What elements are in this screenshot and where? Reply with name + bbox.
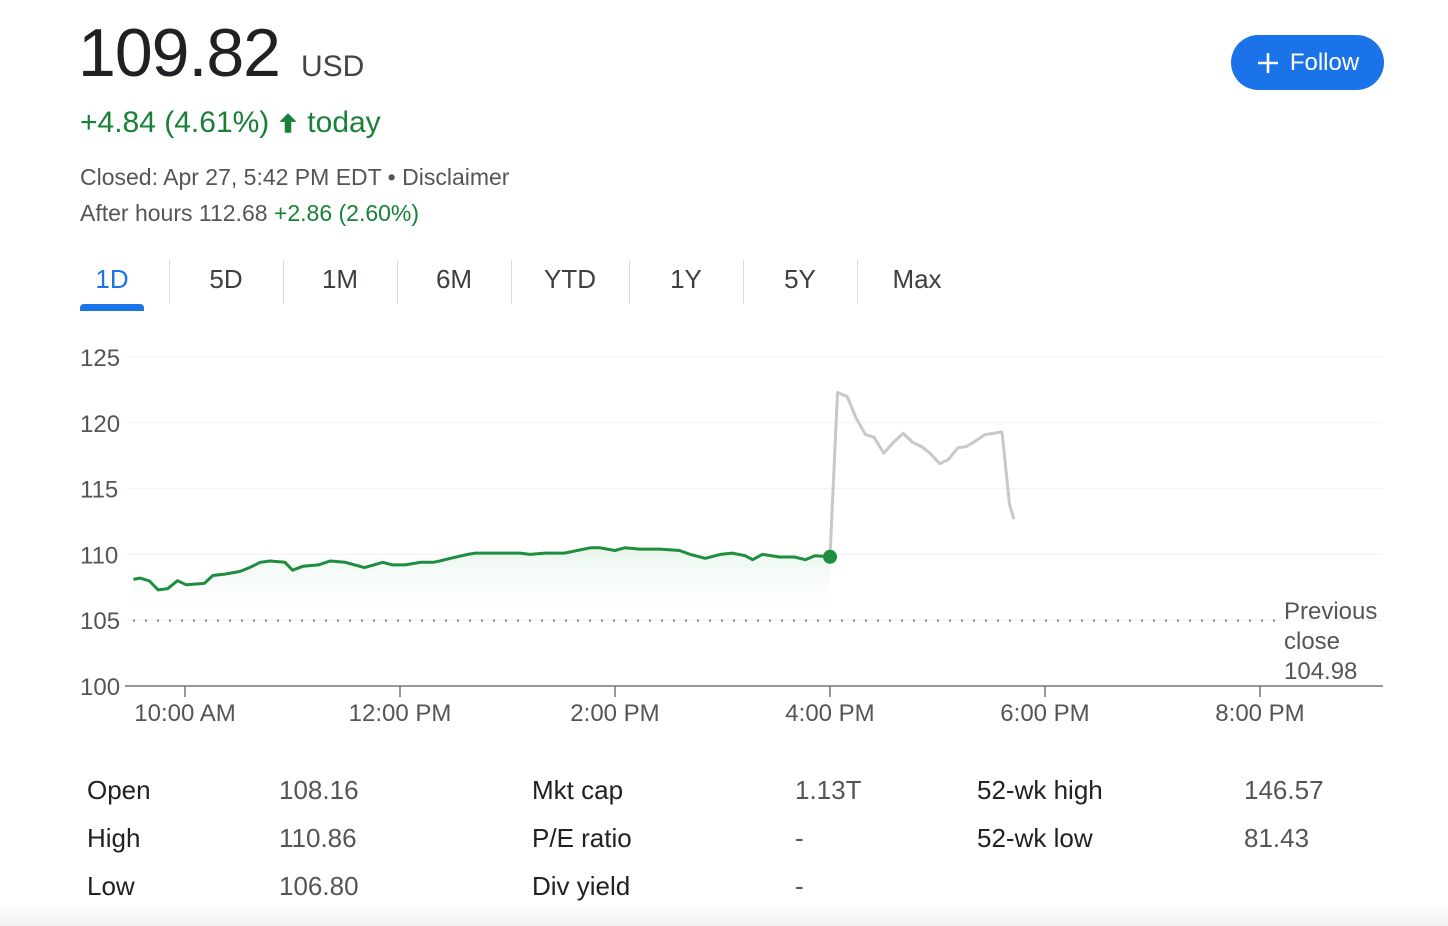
chart: 100 105 110 115 120 125 10:00 AM 12:00 PM 2:00 P…	[80, 345, 1383, 727]
y-tick-label: 115	[80, 477, 118, 504]
stat-label: Low	[87, 871, 135, 901]
tab-separator	[857, 260, 858, 304]
range-tab[interactable]: 1M	[321, 264, 359, 294]
stat-value: 146.57	[1244, 775, 1324, 805]
currency: USD	[301, 50, 365, 83]
previous-close-value: 104.98	[1284, 658, 1358, 685]
x-tick-label: 6:00 PM	[1000, 700, 1089, 727]
x-tick-label: 4:00 PM	[785, 700, 874, 727]
tab-separator	[629, 260, 630, 304]
y-tick-label: 125	[80, 345, 120, 372]
stat-value: 106.80	[279, 871, 359, 901]
stat-value: -	[795, 823, 804, 853]
stat-value: 110.86	[279, 823, 357, 853]
stat-label: P/E ratio	[532, 823, 632, 853]
price-line	[828, 391, 1016, 557]
range-tab[interactable]: Max	[892, 264, 942, 294]
stat-label: Mkt cap	[532, 775, 624, 805]
tab-separator	[169, 260, 170, 304]
previous-close: Previous close 104.98	[1284, 597, 1394, 687]
range-tab[interactable]: YTD	[544, 264, 596, 294]
follow-button[interactable]: Follow	[1231, 35, 1384, 90]
tab-underline	[80, 304, 144, 311]
y-tick-label: 100	[80, 674, 120, 701]
tab-separator	[511, 260, 512, 304]
range-tab[interactable]: 6M	[435, 264, 473, 294]
change-value: +4.84 (4.61%)	[80, 106, 270, 139]
bottom-shade	[0, 905, 1448, 926]
range-tab[interactable]: 5D	[209, 264, 243, 294]
area-fill	[133, 547, 830, 621]
stat-label: Open	[87, 775, 151, 805]
stat-value: 108.16	[279, 775, 359, 805]
y-tick-label: 120	[80, 411, 120, 438]
stat-value: -	[795, 871, 804, 901]
closed-time: Closed: Apr 27, 5:42 PM EDT	[80, 164, 382, 190]
stat-label: 52-wk high	[977, 775, 1103, 805]
price: 109.82	[78, 15, 281, 91]
after-hours: After hours 112.68 +2.86 (2.60%)	[80, 200, 419, 227]
disclaimer[interactable]: Disclaimer	[402, 164, 510, 190]
price-line	[133, 546, 831, 592]
stat-label: Div yield	[532, 871, 631, 901]
stat-label: High	[87, 823, 141, 853]
stat-label: 52-wk low	[977, 823, 1093, 853]
up-arrow	[279, 113, 297, 133]
stat-value: 1.13T	[795, 775, 862, 805]
today: today	[307, 106, 381, 139]
tab-separator	[397, 260, 398, 304]
x-tick-label: 10:00 AM	[134, 700, 235, 727]
x-tick-label: 12:00 PM	[349, 700, 452, 727]
last-point	[823, 549, 837, 564]
tab-separator	[283, 260, 284, 304]
range-tab[interactable]: 1Y	[670, 264, 702, 294]
closed-info: Closed: Apr 27, 5:42 PM EDT • Disclaimer	[80, 164, 510, 190]
x-tick-label: 8:00 PM	[1215, 700, 1304, 727]
after-hours-price: After hours 112.68	[80, 200, 268, 226]
follow-label: Follow	[1289, 48, 1360, 76]
y-tick-label: 105	[80, 608, 120, 635]
tab-separator	[743, 260, 744, 304]
stat-value: 81.43	[1244, 823, 1310, 853]
previous-close-label: Previous close	[1284, 598, 1378, 655]
plus-icon	[1257, 52, 1278, 73]
range-tab[interactable]: 5Y	[784, 264, 816, 294]
range-tab[interactable]: 1D	[95, 264, 129, 294]
change: +4.84 (4.61%) today	[80, 106, 381, 140]
y-tick-label: 110	[80, 542, 118, 569]
after-hours-change: +2.86 (2.60%)	[273, 200, 420, 226]
x-tick-label: 2:00 PM	[570, 700, 659, 727]
